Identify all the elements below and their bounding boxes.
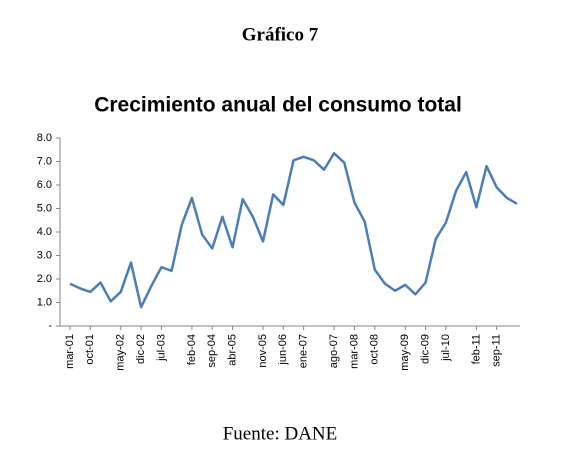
x-tick-label: may-09 [399, 334, 411, 371]
header: Gráfico 7 [242, 24, 319, 45]
y-tick-label: 7.0 [37, 155, 52, 167]
x-tick-label: sep-04 [206, 334, 218, 368]
x-tick-label: may-02 [115, 334, 127, 371]
y-tick-label: 8.0 [37, 132, 52, 144]
x-tick-label: feb-04 [186, 334, 198, 365]
line [69, 152, 518, 309]
y-tick-label: 5.0 [37, 202, 52, 214]
y-tick-label: 1.0 [37, 296, 52, 308]
y-tick-label: 4.0 [37, 226, 52, 238]
x-tick-label: mar-01 [64, 334, 76, 369]
x-tick-label: oct-01 [84, 334, 96, 365]
y-tick-label: 3.0 [37, 249, 52, 261]
y-tick-label: 6.0 [37, 179, 52, 191]
y-tick-label: 2.0 [37, 273, 52, 285]
x-tick-label: nov-05 [257, 334, 269, 368]
y-tick-label: - [48, 320, 52, 332]
x-tick-label: ene-07 [298, 334, 310, 368]
x-tick-label: feb-11 [470, 334, 482, 364]
x-tick-label: jul-03 [155, 334, 167, 362]
source: Fuente: DANE [223, 423, 338, 444]
x-tick-label: jun-06 [277, 334, 289, 366]
x-tick-label: ago-07 [328, 334, 340, 368]
x-tick-label: dic-02 [135, 334, 147, 364]
x-tick-label: sep-11 [491, 334, 503, 367]
x-tick-label: dic-09 [419, 334, 431, 364]
x-tick-label: abr-05 [226, 334, 238, 366]
x-tick-label: mar-08 [348, 334, 360, 369]
x-tick-label: jul-10 [440, 334, 452, 362]
x-tick-label: oct-08 [369, 334, 381, 365]
chart-title: Crecimiento anual del consumo total [94, 94, 462, 117]
